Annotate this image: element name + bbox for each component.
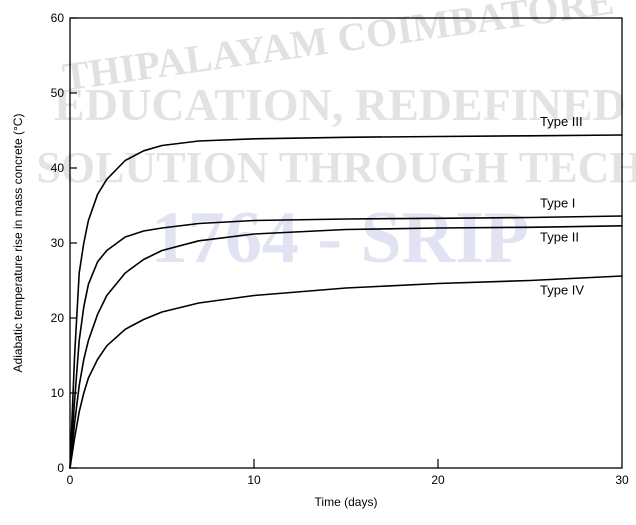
axis-ticks: 0 10 20 30 40 50 60 0 10 20 30 xyxy=(51,11,629,487)
y-tick-label: 10 xyxy=(51,386,65,400)
series-label-type-i: Type I xyxy=(540,196,575,211)
y-axis-label: Adiabatic temperature rise in mass concr… xyxy=(11,114,25,373)
watermark-line-3: 1764 - SRIP xyxy=(151,197,529,279)
series-line-type-ii xyxy=(69,225,623,469)
watermark-line-2: SOLUTION THROUGH TECH xyxy=(36,143,636,192)
series-line-type-iii xyxy=(69,134,623,469)
series-label-type-iii: Type III xyxy=(540,114,583,129)
x-tick-label: 0 xyxy=(67,473,74,487)
y-tick-label: 60 xyxy=(51,11,65,25)
series-label-type-iv: Type IV xyxy=(540,283,584,298)
series-labels: Type III Type I Type II Type IV xyxy=(540,114,584,298)
y-tick-label: 20 xyxy=(51,311,65,325)
y-tick-label: 40 xyxy=(51,161,65,175)
x-tick-label: 10 xyxy=(247,473,261,487)
watermark-line-1: EDUCATION, REDEFINED xyxy=(54,79,626,130)
x-axis-label: Time (days) xyxy=(315,495,378,509)
series-line-type-iv xyxy=(69,275,623,469)
x-tick-label: 20 xyxy=(431,473,445,487)
series-label-type-ii: Type II xyxy=(540,229,579,244)
y-tick-label: 30 xyxy=(51,236,65,250)
x-tick-label: 30 xyxy=(615,473,629,487)
series-lines xyxy=(69,134,623,469)
y-tick-label: 0 xyxy=(57,461,64,475)
y-tick-label: 50 xyxy=(51,86,65,100)
series-line-type-i xyxy=(69,215,623,469)
